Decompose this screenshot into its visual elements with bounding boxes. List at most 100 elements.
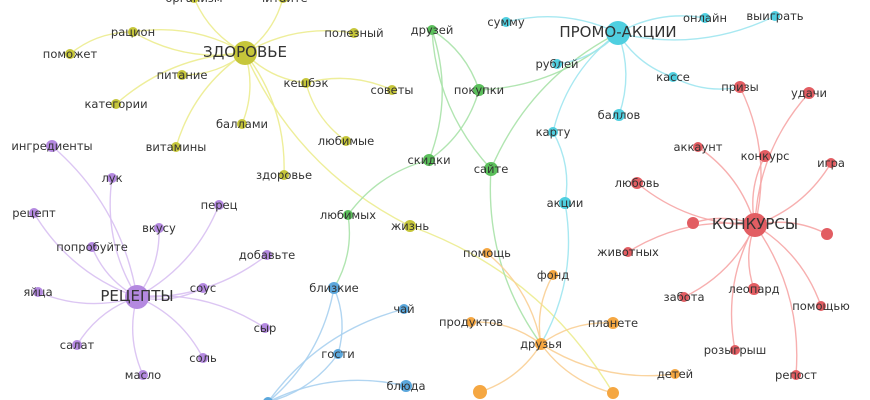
node-lyubov[interactable] xyxy=(631,177,643,189)
node-label-rozygrysh: розыгрыш xyxy=(704,343,766,357)
node-poprobuyte[interactable] xyxy=(87,242,97,252)
node-polezny[interactable] xyxy=(349,28,359,38)
node-kategorii[interactable] xyxy=(111,99,121,109)
node-label-syr: сыр xyxy=(254,321,277,335)
edge-promo-summu xyxy=(505,15,619,34)
node-luk[interactable] xyxy=(107,173,117,183)
node-pomozhet[interactable] xyxy=(65,49,75,59)
node-ballov[interactable] xyxy=(613,109,625,121)
node-skidki[interactable] xyxy=(423,154,435,166)
node-label-konkursy: КОНКУРСЫ xyxy=(712,215,798,233)
node-label-lyubov: любовь xyxy=(615,176,660,190)
edge-promo-kartu xyxy=(552,32,619,133)
node-sous[interactable] xyxy=(198,283,208,293)
node-label-lyubimye: любимые xyxy=(318,134,374,148)
node-zabota[interactable] xyxy=(679,292,689,302)
node-perets[interactable] xyxy=(214,200,224,210)
node-label-onlayn: онлайн xyxy=(683,11,727,25)
node-label-retsept: рецепт xyxy=(12,206,56,220)
node-syr[interactable] xyxy=(260,323,270,333)
node-lyubimye[interactable] xyxy=(341,136,351,146)
edge-zdorovye-zhizn xyxy=(244,52,411,227)
node-summu[interactable] xyxy=(501,17,511,27)
node-ballami[interactable] xyxy=(237,119,247,129)
node-chay[interactable] xyxy=(399,304,409,314)
node-rubley[interactable] xyxy=(552,59,562,69)
node-label-pomoshchyu: помощью xyxy=(792,299,850,313)
node-pomoshch[interactable] xyxy=(482,248,492,258)
node-o_anon2[interactable] xyxy=(607,387,619,399)
edge-zdorovye-ratsion xyxy=(132,31,246,56)
node-fond[interactable] xyxy=(548,270,558,280)
node-label-zdorovye: ЗДОРОВЬЕ xyxy=(203,43,287,61)
edge-zdorovye-kategorii xyxy=(115,52,246,105)
node-sovety[interactable] xyxy=(387,85,397,95)
node-yaytsa[interactable] xyxy=(33,287,43,297)
node-druzya[interactable] xyxy=(535,338,547,350)
node-label-udachi: удачи xyxy=(791,86,827,100)
node-zdorovye2[interactable] xyxy=(279,170,289,180)
node-label-vyigrat: выиграть xyxy=(746,9,803,23)
node-konkursy[interactable] xyxy=(743,213,767,237)
node-blyuda[interactable] xyxy=(400,380,412,392)
node-ingredienty[interactable] xyxy=(46,140,58,152)
node-label-blyuda: блюда xyxy=(386,379,425,393)
node-zhizn[interactable] xyxy=(404,220,416,232)
node-organizm[interactable] xyxy=(189,0,199,3)
node-repost[interactable] xyxy=(791,370,801,380)
node-lyubimykh[interactable] xyxy=(343,210,353,220)
edge-druzya-o_anon1 xyxy=(479,343,542,393)
node-label-pomozhet: поможет xyxy=(43,47,98,61)
node-promo[interactable] xyxy=(606,21,630,45)
node-produktov[interactable] xyxy=(466,317,476,327)
node-zdorovye[interactable] xyxy=(233,41,257,65)
node-c_anon1[interactable] xyxy=(687,217,699,229)
node-onlayn[interactable] xyxy=(700,13,710,23)
node-retsepty[interactable] xyxy=(125,285,149,309)
node-o_anon1[interactable] xyxy=(473,385,487,399)
node-label-repost: репост xyxy=(775,368,817,382)
node-retsept[interactable] xyxy=(29,208,39,218)
node-label-pokupki: покупки xyxy=(454,83,504,97)
node-blizkie[interactable] xyxy=(328,282,340,294)
node-c_anon2[interactable] xyxy=(821,228,833,240)
edge-retsepty-ingredienty xyxy=(51,145,138,298)
node-label-sovety: советы xyxy=(371,83,414,97)
node-planete[interactable] xyxy=(607,317,619,329)
node-zhivotnykh[interactable] xyxy=(623,247,633,257)
node-label-maslo: масло xyxy=(125,368,161,382)
node-ratsion[interactable] xyxy=(128,27,138,37)
node-kartu[interactable] xyxy=(548,127,558,137)
node-udachi[interactable] xyxy=(803,87,815,99)
node-sol[interactable] xyxy=(198,353,208,363)
node-label-sous: соус xyxy=(190,281,217,295)
node-vitaminy[interactable] xyxy=(171,142,181,152)
node-sayte[interactable] xyxy=(484,162,498,176)
node-maslo[interactable] xyxy=(138,370,148,380)
node-gosti[interactable] xyxy=(333,349,343,359)
node-keshbek[interactable] xyxy=(301,78,311,88)
node-salat[interactable] xyxy=(72,340,82,350)
node-druzey[interactable] xyxy=(427,25,437,35)
edge-druzey-skidki xyxy=(428,29,443,161)
node-label-produktov: продуктов xyxy=(439,315,503,329)
node-detey[interactable] xyxy=(670,369,680,379)
node-rozygrysh[interactable] xyxy=(730,345,740,355)
node-vkusu[interactable] xyxy=(154,223,164,233)
node-vyigrat[interactable] xyxy=(770,11,780,21)
node-igra[interactable] xyxy=(826,158,836,168)
node-pitanie[interactable] xyxy=(177,70,187,80)
node-chitayte[interactable] xyxy=(278,0,288,3)
node-aktsii[interactable] xyxy=(559,197,571,209)
node-f_anon1[interactable] xyxy=(263,397,273,400)
node-pomoshchyu[interactable] xyxy=(816,301,826,311)
node-leopard[interactable] xyxy=(748,283,760,295)
node-label-kartu: карту xyxy=(536,125,571,139)
node-kasse[interactable] xyxy=(668,72,678,82)
node-dobavte[interactable] xyxy=(262,250,272,260)
node-konkurs[interactable] xyxy=(759,150,771,162)
node-pokupki[interactable] xyxy=(473,84,485,96)
node-akkaunt[interactable] xyxy=(693,142,703,152)
node-prizy[interactable] xyxy=(734,81,746,93)
